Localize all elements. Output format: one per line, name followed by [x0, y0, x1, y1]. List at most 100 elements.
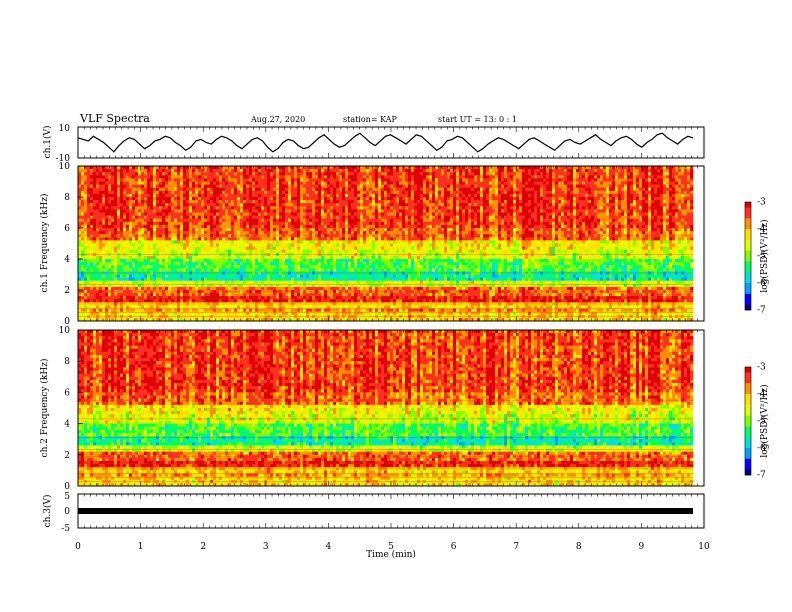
spectrogram-cell: [108, 187, 112, 192]
spectrogram-cell: [153, 175, 157, 179]
spectrogram-cell: [303, 169, 307, 173]
spectrogram-cell: [627, 197, 631, 201]
spectrogram-cell: [249, 209, 253, 213]
spectrogram-cell: [270, 181, 274, 185]
spectrogram-cell: [648, 203, 652, 207]
spectrogram-cell: [150, 215, 154, 220]
spectrogram-cell: [372, 181, 376, 185]
spectrogram-cell: [213, 231, 217, 235]
spectrogram-cell: [387, 166, 391, 170]
spectrogram-cell: [84, 181, 88, 185]
spectrogram-cell: [414, 221, 418, 226]
spectrogram-cell: [228, 237, 232, 241]
spectrogram-cell: [114, 169, 118, 173]
spectrogram-cell: [483, 190, 487, 195]
spectrogram-cell: [285, 187, 289, 192]
spectrogram-cell: [231, 184, 235, 189]
spectrogram-cell: [315, 215, 319, 220]
spectrogram-cell: [234, 237, 238, 241]
spectrogram-cell: [246, 169, 250, 173]
spectrogram-cell: [387, 175, 391, 179]
spectrogram-cell: [564, 169, 568, 173]
spectrogram-cell: [405, 172, 409, 176]
spectrogram-cell: [456, 181, 460, 185]
spectrogram-cell: [441, 190, 445, 195]
spectrogram-cell: [657, 187, 661, 192]
spectrogram-cell: [291, 181, 295, 185]
spectrogram-cell: [231, 212, 235, 216]
spectrogram-cell: [468, 215, 472, 220]
spectrogram-cell: [606, 190, 610, 195]
spectrogram-cell: [510, 193, 514, 198]
spectrogram-cell: [600, 172, 604, 176]
spectrogram-cell: [366, 203, 370, 207]
spectrogram-cell: [480, 172, 484, 176]
spectrogram-cell: [339, 178, 343, 182]
spectrogram-cell: [123, 178, 127, 182]
spectrogram-cell: [594, 169, 598, 173]
spectrogram-cell: [540, 175, 544, 179]
spectrogram-cell: [603, 209, 607, 213]
spectrogram-cell: [216, 215, 220, 220]
spectrogram-cell: [411, 175, 415, 179]
spectrogram-cell: [522, 169, 526, 173]
spectrogram-cell: [339, 206, 343, 210]
spectrogram-cell: [207, 209, 211, 213]
spectrogram-cell: [558, 184, 562, 189]
spectrogram-cell: [186, 237, 190, 241]
spectrogram-cell: [669, 215, 673, 220]
spectrogram-cell: [501, 209, 505, 213]
spectrogram-cell: [102, 237, 106, 241]
spectrogram-cell: [159, 181, 163, 185]
spectrogram-cell: [222, 215, 226, 220]
spectrogram-cell: [630, 228, 634, 232]
spectrogram-cell: [336, 187, 340, 192]
spectrogram-cell: [321, 203, 325, 207]
spectrogram-cell: [600, 221, 604, 226]
spectrogram-cell: [270, 184, 274, 189]
spectrogram-cell: [609, 178, 613, 182]
spectrogram-cell: [276, 228, 280, 232]
spectrogram-cell: [582, 190, 586, 195]
spectrogram-cell: [279, 175, 283, 179]
spectrogram-cell: [618, 172, 622, 176]
spectrogram-cell: [168, 172, 172, 176]
spectrogram-cell: [513, 215, 517, 220]
spectrogram-cell: [537, 190, 541, 195]
spectrogram-cell: [144, 215, 148, 220]
spectrogram-cell: [384, 231, 388, 235]
spectrogram-cell: [459, 215, 463, 220]
spectrogram-cell: [591, 181, 595, 185]
spectrogram-cell: [219, 206, 223, 210]
spectrogram-cell: [114, 212, 118, 216]
spectrogram-cell: [453, 228, 457, 232]
spectrogram-cell: [135, 231, 139, 235]
spectrogram-cell: [447, 187, 451, 192]
spectrogram-cell: [414, 197, 418, 201]
spectrogram-cell: [261, 197, 265, 201]
spectrogram-cell: [615, 224, 619, 229]
spectrogram-cell: [687, 212, 691, 216]
spectrogram-cell: [624, 193, 628, 198]
spectrogram-cell: [108, 175, 112, 179]
spectrogram-cell: [450, 197, 454, 201]
spectrogram-cell: [531, 181, 535, 185]
spectrogram-cell: [96, 206, 100, 210]
spectrogram-cell: [663, 175, 667, 179]
spectrogram-cell: [660, 175, 664, 179]
spectrogram-cell: [318, 193, 322, 198]
spectrogram-cell: [417, 178, 421, 182]
spectrogram-cell: [459, 172, 463, 176]
spectrogram-cell: [582, 206, 586, 210]
spectrogram-cell: [147, 240, 151, 244]
spectrogram-cell: [192, 240, 196, 244]
spectrogram-cell: [303, 197, 307, 201]
spectrogram-cell: [291, 224, 295, 229]
spectrogram-cell: [306, 166, 310, 170]
spectrogram-cell: [687, 166, 691, 170]
spectrogram-cell: [279, 181, 283, 185]
spectrogram-cell: [81, 228, 85, 232]
spectrogram-cell: [504, 200, 508, 204]
spectrogram-cell: [81, 212, 85, 216]
spectrogram-cell: [336, 169, 340, 173]
